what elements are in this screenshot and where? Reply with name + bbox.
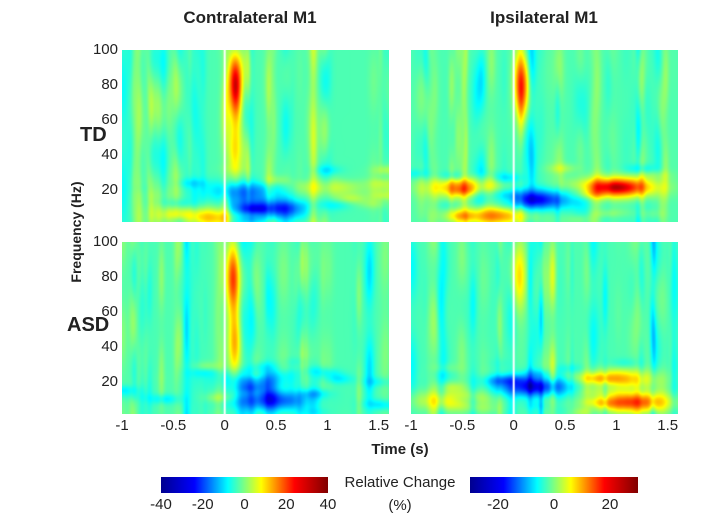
x-tick-label: 0.5 [265,417,287,434]
y-tick-label: 100 [92,233,118,250]
heatmap-td-ipsilateral [411,50,678,222]
y-tick-label: 20 [101,373,118,391]
heatmap-td-contralateral [122,50,389,222]
y-tick-label: 60 [101,303,118,321]
row-label-asd: ASD [67,314,110,336]
x-tick-label: 0 [509,417,518,434]
x-tick-label: 0.5 [554,417,576,434]
x-tick-label: 0 [220,417,229,434]
colorbar-ipsilateral [470,477,638,493]
colorbar-tick-label: 0 [240,496,249,513]
heatmap-asd-ipsilateral [411,242,678,414]
column-title-ipsilateral: Ipsilateral M1 [490,8,598,27]
colorbar-tick-label: 20 [277,496,295,513]
colorbar-unit: (%) [388,497,412,514]
x-tick-label: 1 [612,417,621,434]
x-tick-label: 1 [323,417,332,434]
y-tick-label: 100 [92,41,118,58]
colorbar-tick-label: 20 [601,496,619,513]
x-tick-label: 1.5 [368,417,390,434]
y-tick-label: 40 [101,146,118,164]
y-axis-label: Frequency (Hz) [68,181,84,283]
colorbar-contralateral [161,477,328,493]
colorbar-tick-label: -40 [150,496,172,513]
x-tick-label: 1.5 [657,417,679,434]
x-tick-label: -0.5 [449,417,476,434]
colorbar-label: Relative Change [344,474,456,491]
x-tick-label: -0.5 [160,417,187,434]
colorbar-tick-label: 40 [319,496,337,513]
y-tick-label: 80 [101,76,118,94]
x-tick-label: -1 [115,417,129,434]
row-label-td: TD [80,124,107,146]
colorbar-tick-label: -20 [487,496,509,513]
y-tick-label: 40 [101,338,118,356]
x-axis-label: Time (s) [371,441,429,458]
heatmap-asd-contralateral [122,242,389,414]
column-title-contralateral: Contralateral M1 [183,8,317,27]
x-tick-label: -1 [404,417,418,434]
y-tick-label: 60 [101,111,118,129]
y-tick-label: 80 [101,268,118,286]
colorbar-tick-label: -20 [191,496,214,513]
y-tick-label: 20 [101,181,118,199]
colorbar-tick-label: 0 [549,496,559,513]
